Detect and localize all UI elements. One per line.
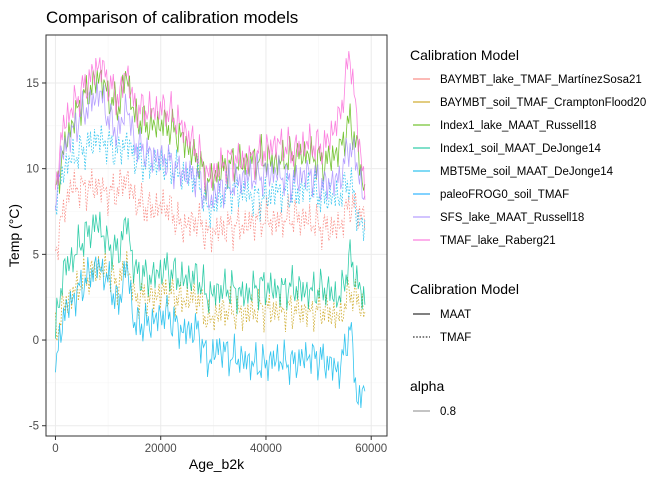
legend-label: TMAF [440,332,471,344]
series-line [55,81,366,211]
x-axis-ticks: 0 20000 40000 60000 [52,436,387,455]
legend-title: alpha [410,378,444,394]
y-tick-label: 15 [26,78,39,90]
legend-label: BAYMBT_soil_TMAF_CramptonFlood20 [440,97,646,109]
plot-border [45,34,388,437]
legend: Calibration Model BAYMBT_lake_TMAF_Martín… [410,47,646,418]
legend-label: BAYMBT_lake_TMAF_MartínezSosa21 [440,74,642,86]
series-line [55,211,366,339]
legend-label: 0.8 [440,406,456,418]
y-tick-label: 10 [26,164,39,176]
x-tick-label: 60000 [355,443,387,455]
legend-label: Index1_lake_MAAT_Russell18 [440,120,596,132]
legend-label: MAAT [440,309,471,321]
x-tick-label: 0 [52,443,58,455]
y-axis-title: Temp (°C) [6,204,22,267]
y-axis-ticks: -5 0 5 10 15 [26,78,46,433]
legend-label: MBT5Me_soil_MAAT_DeJonge14 [440,166,614,178]
y-tick-label: -5 [29,421,39,433]
series-line [55,124,366,241]
chart-title: Comparison of calibration models [46,8,298,27]
legend-label: paleoFROG0_soil_TMAF [440,189,569,201]
legend-title: Calibration Model [410,281,519,297]
y-tick-label: 5 [33,249,39,261]
legend-label: SFS_lake_MAAT_Russell18 [440,212,584,224]
legend-label: TMAF_lake_Raberg21 [440,235,556,247]
x-tick-label: 40000 [250,443,282,455]
plot-panel [46,35,387,436]
legend-title: Calibration Model [410,47,519,63]
series-line [55,51,366,200]
series-lines [55,51,366,409]
x-axis-title: Age_b2k [189,456,245,472]
legend-label: Index1_soil_MAAT_DeJonge14 [440,143,601,155]
x-tick-label: 20000 [145,443,177,455]
y-tick-label: 0 [33,335,39,347]
series-line [55,256,366,409]
